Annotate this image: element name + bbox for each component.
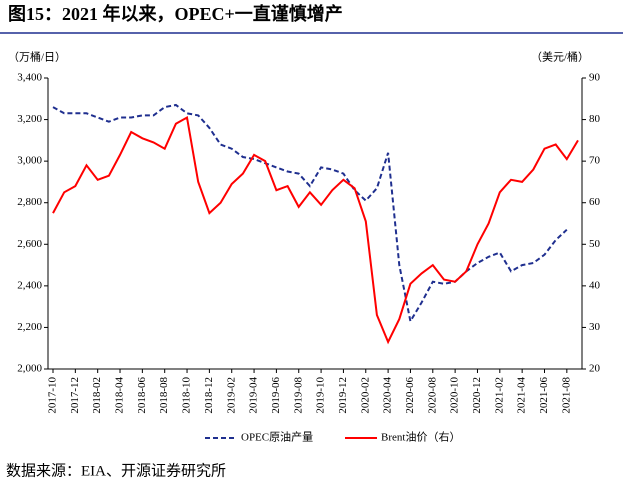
- y-axis-label: （万桶/日）: [8, 50, 66, 64]
- x-tick-label: 2017-10: [47, 377, 59, 414]
- chart-title: 图15：2021 年以来，OPEC+一直谨慎增产: [8, 3, 343, 24]
- y-tick-label: 2,600: [17, 238, 42, 250]
- source: 数据来源：EIA、开源证券研究所: [6, 462, 226, 479]
- y-tick-label: 2,200: [17, 321, 42, 333]
- y-tick-label: 2,400: [17, 279, 42, 291]
- x-tick-label: 2018-06: [136, 377, 148, 414]
- y2-tick-label: 20: [589, 363, 601, 375]
- x-tick-label: 2018-04: [114, 377, 126, 414]
- data-line: [52, 103, 568, 324]
- x-tick-label: 2020-10: [449, 377, 461, 414]
- x-tick-label: 2019-10: [315, 377, 327, 414]
- y2-tick-label: 60: [589, 196, 601, 208]
- x-tick-label: 2020-06: [404, 377, 416, 414]
- y-tick-label: 3,400: [17, 72, 42, 84]
- y-tick-label: 2,000: [17, 363, 42, 375]
- x-tick-label: 2021-08: [560, 377, 572, 414]
- y2-tick-label: 70: [589, 155, 601, 167]
- y2-tick-label: 80: [589, 113, 601, 125]
- x-tick-label: 2020-04: [382, 377, 394, 414]
- y-tick-label: 3,000: [17, 155, 42, 167]
- y-tick-label: 3,200: [17, 113, 42, 125]
- legend-label: Brent油价（右）: [381, 430, 460, 444]
- x-tick-label: 2019-04: [248, 377, 260, 414]
- x-tick-label: 2020-08: [426, 377, 438, 414]
- data-line: [52, 115, 579, 345]
- x-tick-label: 2019-06: [270, 377, 282, 414]
- x-tick-label: 2021-06: [538, 377, 550, 414]
- x-tick-label: 2017-12: [69, 377, 81, 414]
- x-tick-label: 2019-08: [292, 377, 304, 414]
- y2-tick-label: 50: [589, 238, 601, 250]
- x-tick-label: 2021-04: [516, 377, 528, 414]
- x-tick-label: 2018-08: [158, 377, 170, 414]
- y2-tick-label: 30: [589, 321, 601, 333]
- x-tick-label: 2019-02: [225, 377, 237, 414]
- y2-tick-label: 90: [589, 72, 601, 84]
- x-tick-label: 2018-12: [203, 377, 215, 414]
- y2-axis-label: （美元/桶）: [531, 50, 589, 64]
- x-tick-label: 2018-02: [91, 377, 103, 414]
- x-tick-label: 2018-10: [181, 377, 193, 414]
- x-tick-label: 2020-02: [359, 377, 371, 414]
- y-tick-label: 2,800: [17, 196, 42, 208]
- x-tick-label: 2020-12: [471, 377, 483, 414]
- y2-tick-label: 40: [589, 279, 601, 291]
- x-tick-label: 2019-12: [337, 377, 349, 414]
- legend-label: OPEC原油产量: [241, 430, 313, 444]
- x-tick-label: 2021-02: [493, 377, 505, 414]
